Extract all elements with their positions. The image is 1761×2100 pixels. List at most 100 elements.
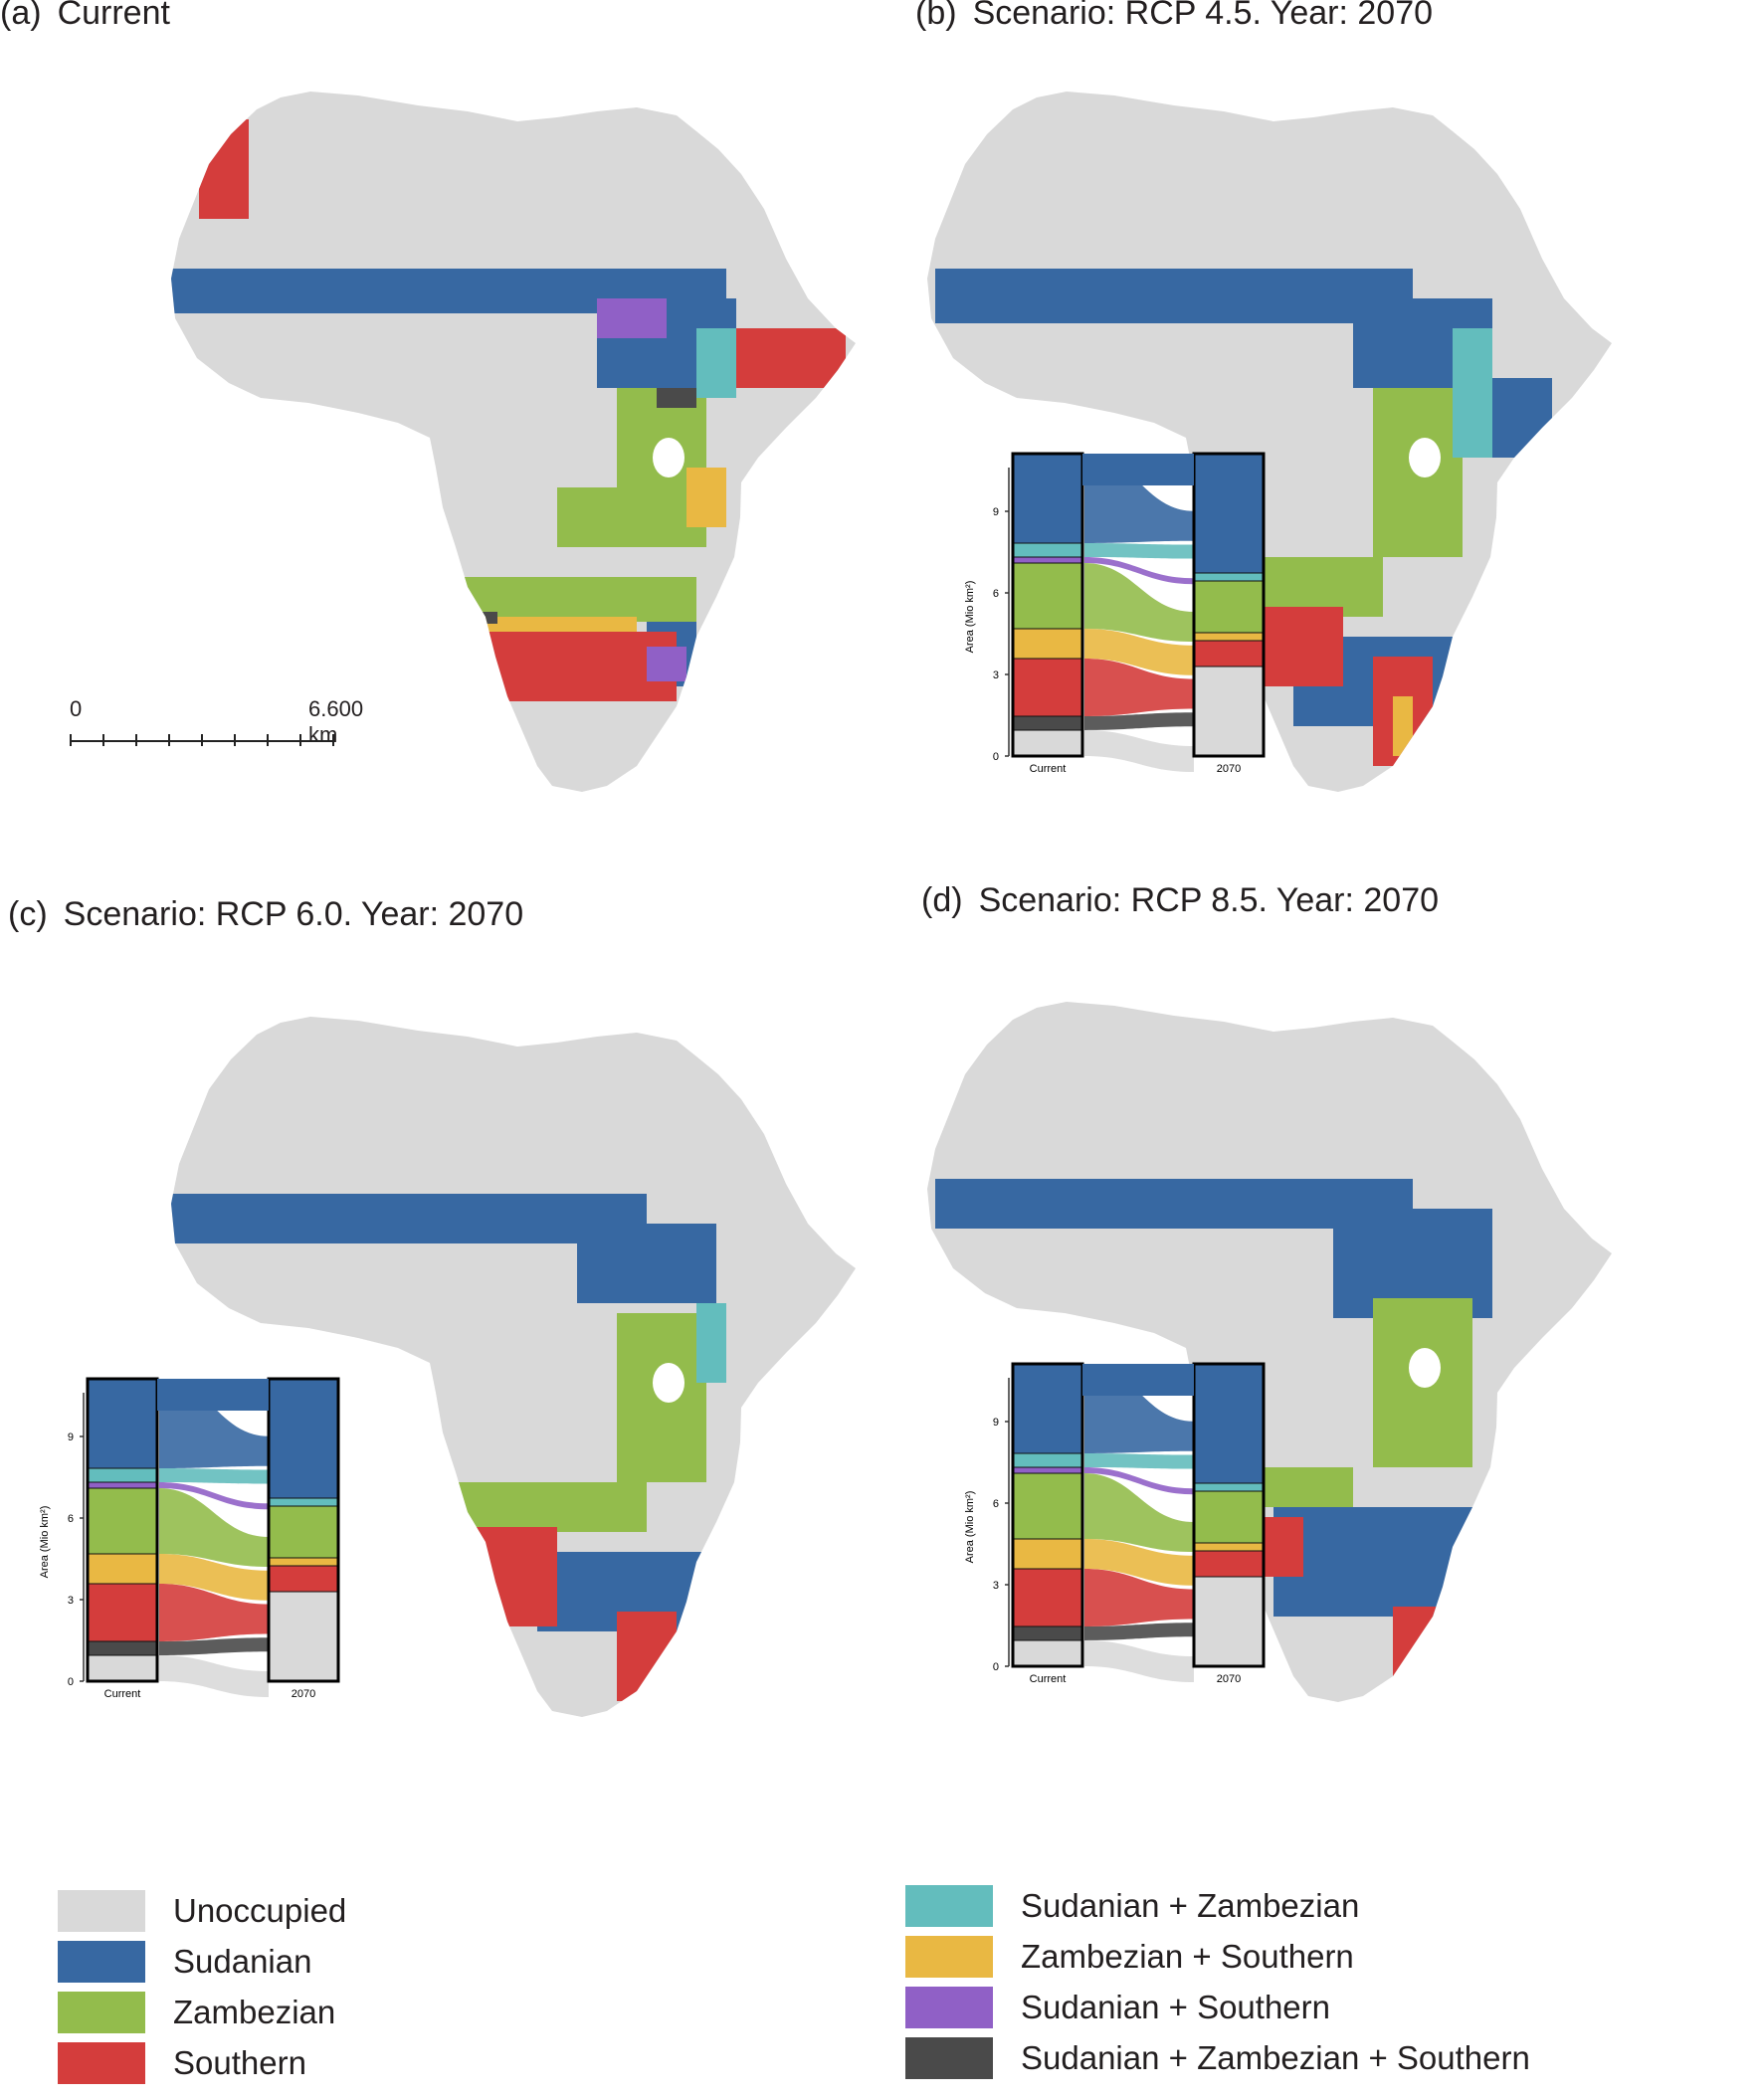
alluvial-segment [1193,580,1265,634]
region-southern-east [736,328,846,388]
legend-label: Zambezian + Southern [1021,1937,1354,1975]
alluvial-segment [1012,562,1083,630]
panel-a-title: (a) Current [0,0,170,33]
y-axis-label: Area (Mio km²) [964,1491,976,1564]
y-tick-label: 0 [993,1661,999,1673]
alluvial-flow [159,1488,269,1567]
region-all-three-south [468,612,497,624]
alluvial-rcp85: 0 3 6 9 Area (Mio km²) Current 2070 [964,1362,1266,1685]
alluvial-segment [1012,1625,1083,1641]
x-label-2070: 2070 [1217,763,1241,775]
alluvial-segment [268,1378,339,1499]
y-axis-label: Area (Mio km²) [39,1506,51,1579]
legend-label: Sudanian + Southern [1021,1988,1331,2025]
y-tick-label: 6 [68,1513,74,1525]
y-tick-label: 9 [68,1432,74,1443]
alluvial-flow-sudanian [157,1379,269,1411]
region-sudanian-zambezian [696,1303,726,1383]
panel-c-heading: Scenario: RCP 6.0. Year: 2070 [63,895,524,933]
alluvial-segment [1012,729,1083,757]
alluvial-bar-outline [1011,1362,1084,1668]
alluvial-segment [87,1583,158,1642]
alluvial-segment [1193,640,1265,668]
alluvial-segment [1193,1576,1265,1667]
alluvial-segment [1193,1363,1265,1484]
y-tick-label: 0 [993,751,999,763]
alluvial-segment [268,1565,339,1593]
region-sudanian-zambezian [696,328,736,398]
legend-label: Zambezian [173,1993,336,2030]
alluvial-bar-2070 [1192,452,1266,758]
alluvial-segment [1193,666,1265,757]
scale-bar-tick [70,734,72,746]
alluvial-segment [87,1487,158,1555]
alluvial-bar-current [1011,1362,1084,1668]
alluvial-flow [1084,629,1194,675]
alluvial-bar-current [86,1377,159,1683]
scale-bar-tick [267,734,269,746]
scale-bar-tick [332,734,334,746]
legend-label: Unoccupied [173,1891,347,1929]
region-sudanian-zambezian [1453,328,1492,458]
alluvial-segment [87,1378,158,1469]
legend-label: Sudanian + Zambezian [1021,1886,1360,1924]
region-zambezian-central [557,487,647,547]
region-zambezian-southern-east [686,468,726,527]
alluvial-segment [1012,1538,1083,1570]
alluvial-bar-current [1011,452,1084,758]
legend-label: Southern [173,2043,306,2081]
y-tick-label: 9 [993,1417,999,1429]
alluvial-bar-outline [1011,452,1084,758]
alluvial-segment [87,1481,158,1489]
panel-c-title: (c) Scenario: RCP 6.0. Year: 2070 [8,895,523,934]
alluvial-segment [87,1654,158,1682]
legend-swatch [58,1991,145,2033]
alluvial-segment [1012,1363,1083,1454]
alluvial-segment [1193,1542,1265,1552]
legend-item-southern: Southern [58,2037,346,2088]
map-current [171,92,856,792]
panel-a-label: (a) [0,0,42,32]
region-zambezian [448,1482,647,1532]
alluvial-flow [159,1655,269,1697]
alluvial-flow [1084,1467,1194,1495]
legend-item-unoccupied: Unoccupied [58,1885,346,1936]
alluvial-bar-outline [1192,452,1266,758]
alluvial-flow [1084,1623,1194,1640]
alluvial-segment [1193,632,1265,642]
alluvial-segment [268,1591,339,1682]
lake-victoria [653,1363,685,1403]
lake-victoria [653,438,685,477]
region-southern-northwest [199,119,249,219]
region-all-three [657,388,696,408]
alluvial-flow [159,1584,269,1641]
alluvial-flow [159,1468,269,1484]
lake-victoria [1409,438,1441,477]
panel-d-label: (d) [921,881,963,919]
legend-swatch [58,1940,145,1983]
panel-b-title: (b) Scenario: RCP 4.5. Year: 2070 [915,0,1433,33]
region-zambezian [438,577,696,622]
region-southern [468,632,677,701]
y-tick-label: 3 [68,1595,74,1607]
panel-c-label: (c) [8,895,48,933]
alluvial-flow [159,1482,269,1510]
alluvial-flow-sudanian [1082,1364,1194,1396]
scale-bar-tick [201,734,203,746]
legend-right: Sudanian + Zambezian Zambezian + Souther… [905,1880,1530,2083]
legend-swatch [905,1986,993,2028]
x-label-current: Current [1030,1673,1067,1685]
scale-bar: 0 6.600 km [70,696,363,756]
alluvial-segment [1012,1452,1083,1468]
alluvial-flow [1084,730,1194,772]
legend-swatch [58,1889,145,1932]
lake-victoria [1409,1348,1441,1388]
legend-item-sudanian-southern: Sudanian + Southern [905,1982,1530,2032]
alluvial-bar-2070 [267,1377,340,1683]
y-tick-label: 6 [993,588,999,600]
alluvial-flow [1084,543,1194,559]
alluvial-bar-outline [1192,1362,1266,1668]
legend-item-all-three: Sudanian + Zambezian + Southern [905,2032,1530,2083]
alluvial-rcp45: 0 3 6 9 Area (Mio km²) Current 2070 [964,452,1266,775]
region-zambezian-southern [1393,696,1413,756]
